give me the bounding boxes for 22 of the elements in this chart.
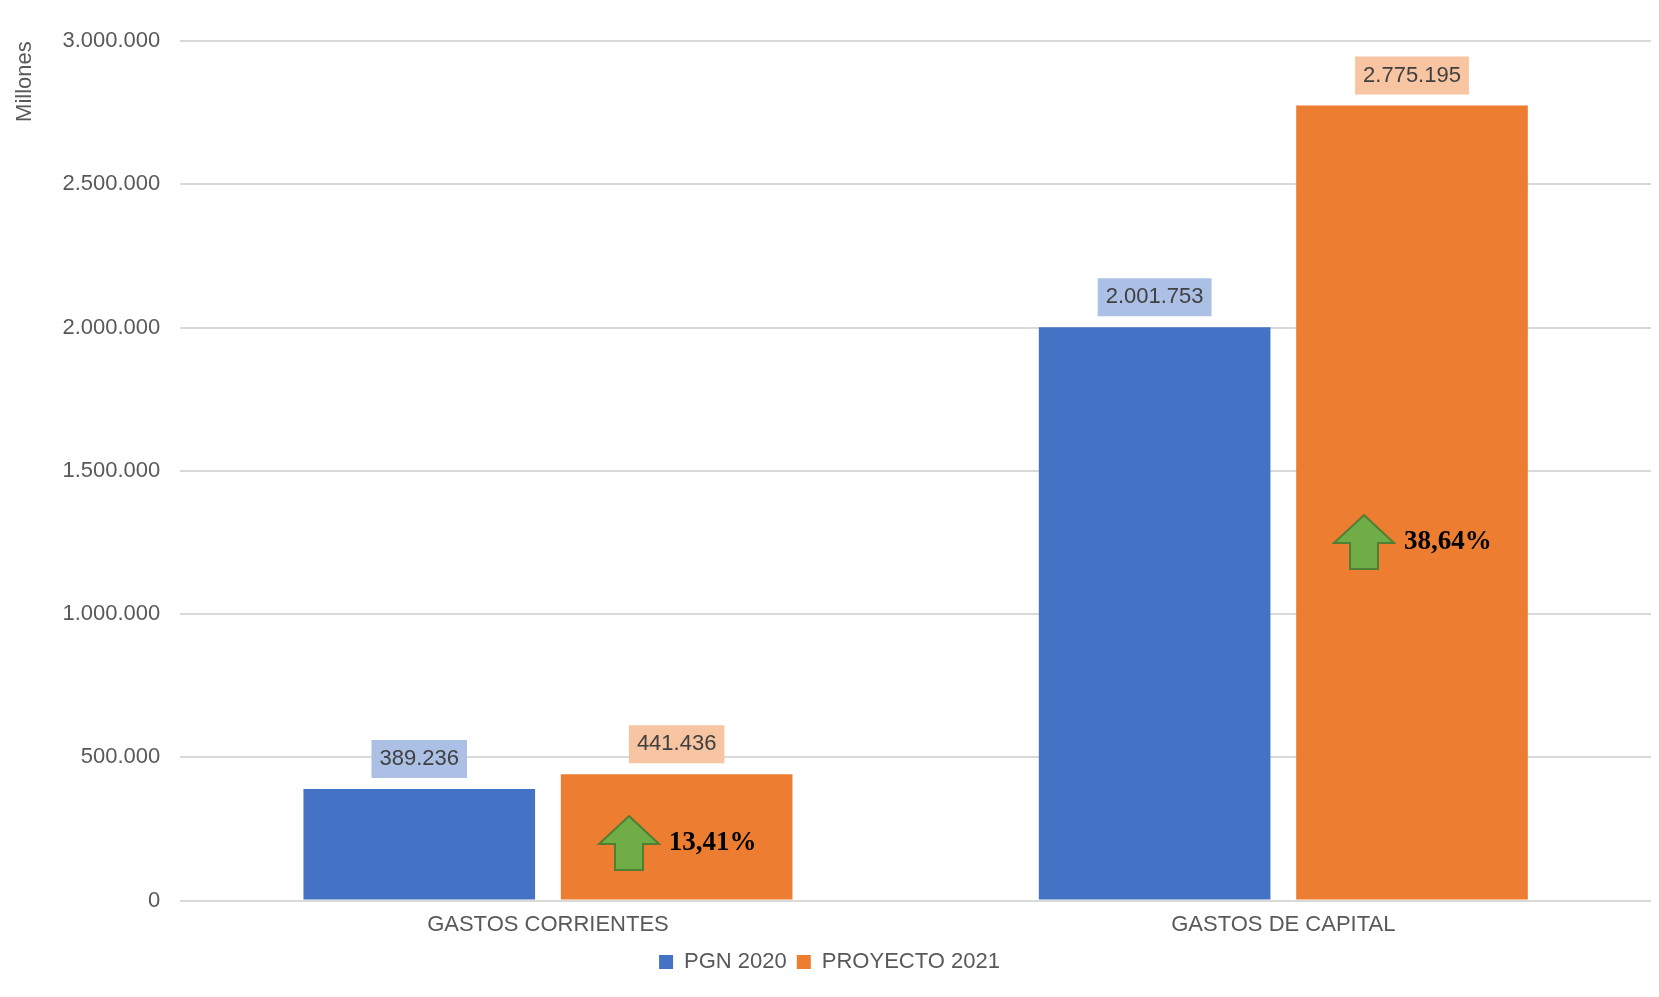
y-tick-label: 2.000.000 [62,313,161,339]
y-tick-label: 1.000.000 [62,600,161,626]
y-tick-label: 1.500.000 [62,456,161,482]
y-tick-label: 2.500.000 [62,170,161,196]
bar [560,774,793,900]
legend-label: PROYECTO 2021 [821,948,1000,974]
annotation: 38,64% [1404,525,1492,556]
y-tick-label: 0 [148,886,161,912]
annotation: 13,41% [668,826,757,857]
legend-label: PGN 2020 [684,948,787,974]
y-tick-label: 3.000.000 [62,27,161,53]
data-label: 441.436 [636,730,717,756]
bar [1296,105,1528,900]
data-label: 2.001.753 [1105,283,1204,309]
y-axis-title: Millones [11,41,37,122]
data-label: 389.236 [379,745,460,771]
x-tick-label: GASTOS CORRIENTES [427,910,669,936]
bar [1038,327,1271,900]
data-label: 2.775.195 [1363,61,1461,87]
x-tick-label: GASTOS DE CAPITAL [1171,910,1396,936]
y-tick-label: 500.000 [80,743,161,769]
bar [303,789,536,900]
